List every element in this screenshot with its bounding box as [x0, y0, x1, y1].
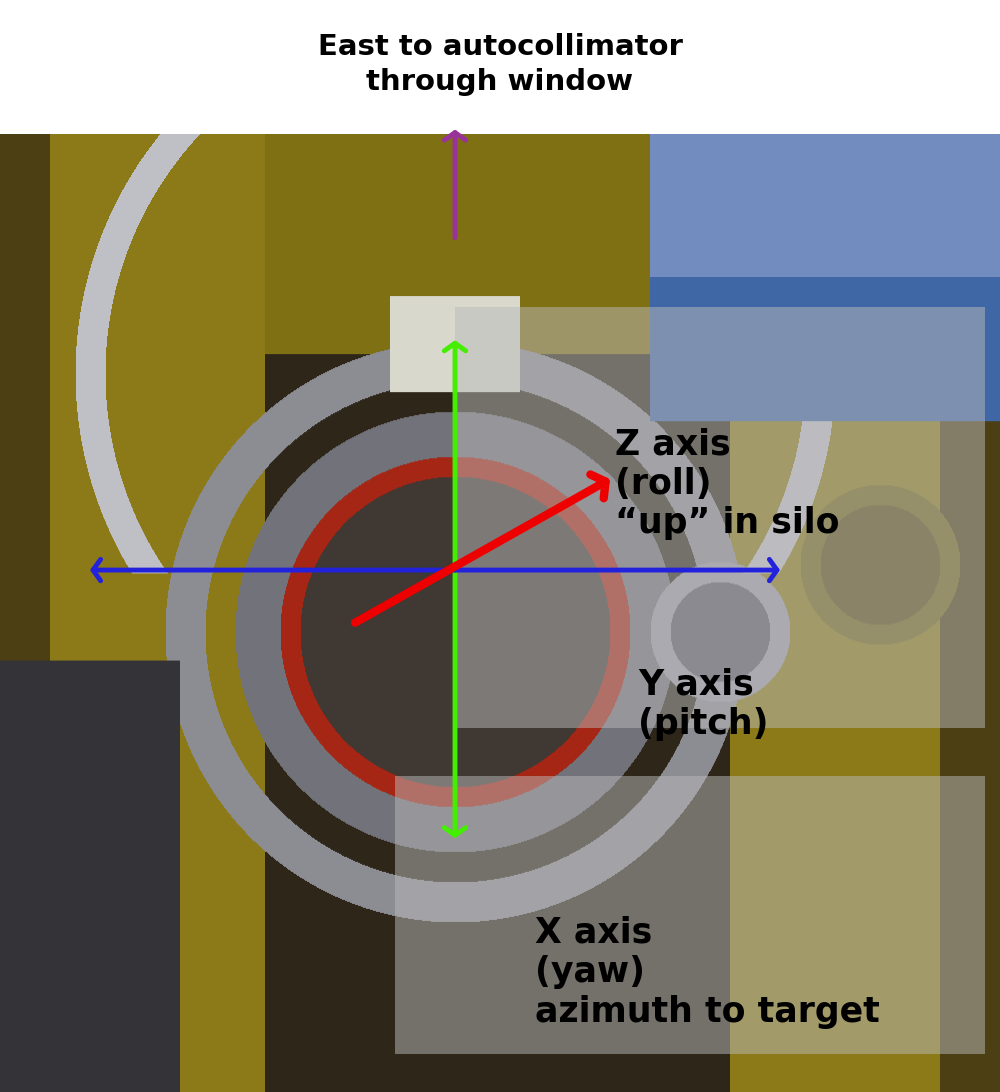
Bar [395, 776, 985, 1054]
Text: East to autocollimator
through window: East to autocollimator through window [318, 33, 682, 96]
Text: X axis
(yaw)
azimuth to target: X axis (yaw) azimuth to target [535, 916, 880, 1029]
Text: Z axis
(roll)
“up” in silo: Z axis (roll) “up” in silo [615, 427, 840, 541]
Bar [455, 307, 985, 728]
Text: Y axis
(pitch): Y axis (pitch) [638, 667, 768, 740]
